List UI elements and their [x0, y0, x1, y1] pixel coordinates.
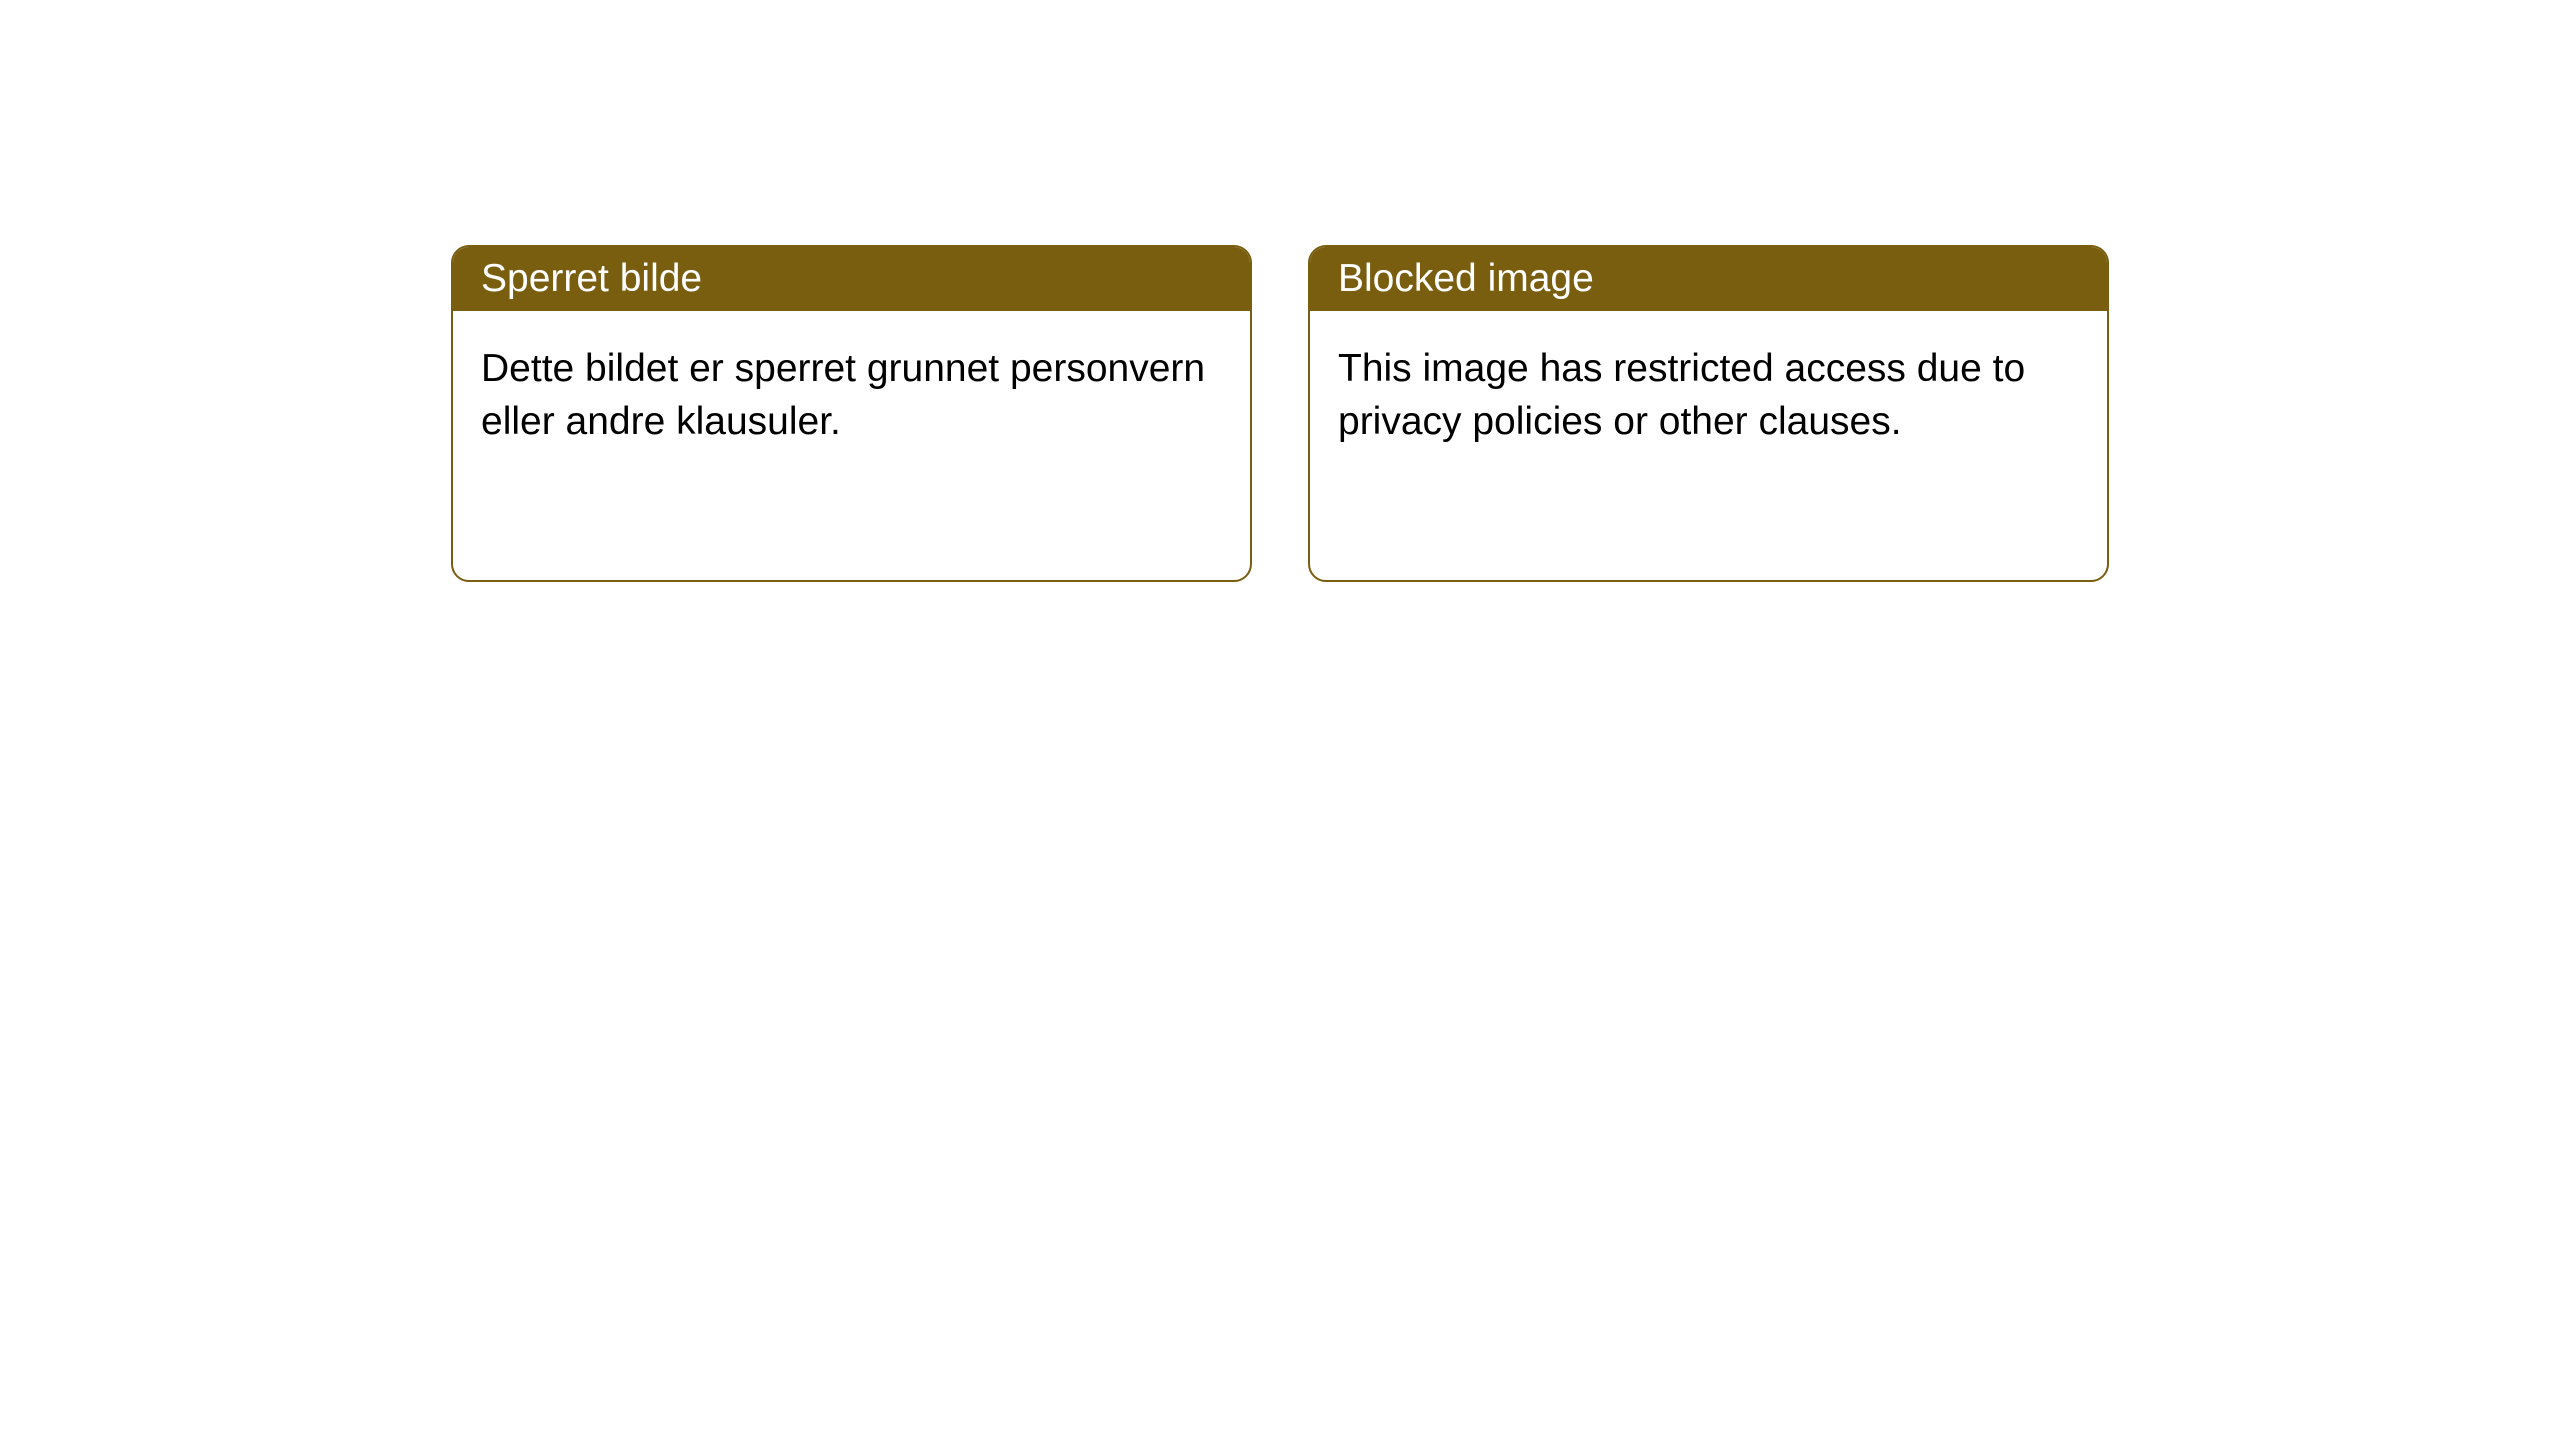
notice-title: Sperret bilde: [453, 247, 1250, 311]
notice-body: Dette bildet er sperret grunnet personve…: [453, 311, 1250, 480]
notice-card-norwegian: Sperret bilde Dette bildet er sperret gr…: [451, 245, 1252, 582]
notice-container: Sperret bilde Dette bildet er sperret gr…: [0, 0, 2560, 582]
notice-title: Blocked image: [1310, 247, 2107, 311]
notice-body: This image has restricted access due to …: [1310, 311, 2107, 480]
notice-card-english: Blocked image This image has restricted …: [1308, 245, 2109, 582]
